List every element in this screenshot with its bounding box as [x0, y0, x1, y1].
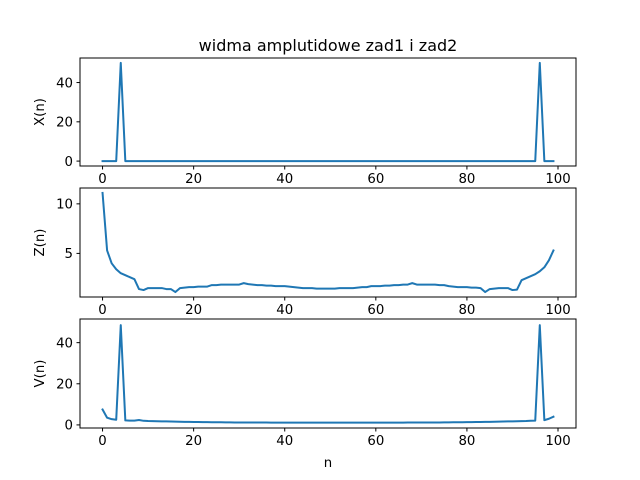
y-tick-label: 40: [56, 336, 73, 351]
x-tick-label: 80: [458, 172, 475, 187]
y-axis-label-2: Z(n): [33, 229, 48, 257]
series-line-2: [101, 191, 555, 294]
x-tick-label: 100: [545, 172, 570, 187]
subplot-1: 0 20 40 60 80 100 0 20 40 X(n): [33, 57, 577, 187]
y-tick-label: 0: [65, 155, 73, 170]
series-line-1: [101, 61, 555, 163]
axes-frame-2: [79, 187, 577, 298]
x-tick-label: 100: [545, 303, 570, 318]
x-tick-label: 20: [185, 303, 202, 318]
x-tick-label: 80: [458, 434, 475, 449]
x-tick-label: 20: [185, 172, 202, 187]
subplot-2: 0 20 40 60 80 100 5 10 Z(n): [33, 187, 577, 318]
x-axis-label: n: [324, 456, 332, 471]
subplots: 0 20 40 60 80 100 0 20 40 X(n) 0 20 40 60 80 100 5 10 Z(n)…: [33, 57, 577, 471]
x-tick-label: 60: [367, 303, 384, 318]
x-tick-label: 0: [98, 434, 106, 449]
y-tick-label: 0: [65, 419, 73, 434]
x-tick-label: 0: [98, 172, 106, 187]
y-tick-label: 5: [65, 247, 73, 262]
x-tick-label: 20: [185, 434, 202, 449]
chart-title: widma amplutidowe zad1 i zad2: [199, 36, 458, 55]
x-tick-label: 60: [367, 172, 384, 187]
y-tick-label: 40: [56, 76, 73, 91]
axes-frame-3: [79, 318, 577, 429]
y-tick-label: 20: [56, 116, 73, 131]
y-axis-label-1: X(n): [33, 98, 48, 126]
y-tick-label: 10: [56, 198, 73, 213]
x-tick-label: 0: [98, 303, 106, 318]
x-tick-label: 40: [276, 303, 293, 318]
series-line-3: [101, 324, 555, 424]
x-tick-label: 80: [458, 303, 475, 318]
x-tick-label: 40: [276, 434, 293, 449]
y-tick-label: 20: [56, 378, 73, 393]
x-tick-label: 60: [367, 434, 384, 449]
subplot-3: 0 20 40 60 80 100 0 20 40 V(n) n: [33, 318, 577, 471]
axes-frame-1: [79, 57, 577, 167]
x-tick-label: 40: [276, 172, 293, 187]
y-axis-label-3: V(n): [33, 360, 48, 388]
x-tick-label: 100: [545, 434, 570, 449]
